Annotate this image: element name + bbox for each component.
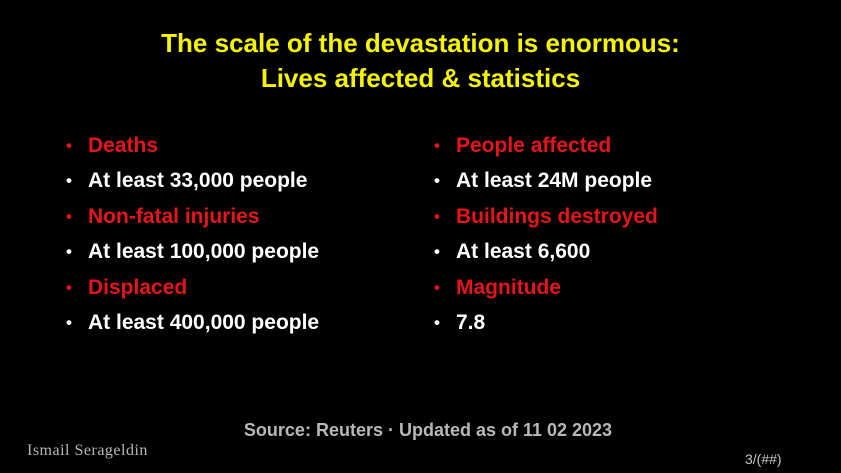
stat-label: Deaths — [66, 128, 319, 164]
stats-column: People affectedAt least 24M peopleBuildi… — [434, 128, 658, 341]
stats-column: DeathsAt least 33,000 peopleNon-fatal in… — [66, 128, 319, 341]
stat-label: Displaced — [66, 270, 319, 306]
stat-label: People affected — [434, 128, 658, 164]
source-note: Source: Reuters · Updated as of 11 02 20… — [243, 420, 613, 440]
stat-value: At least 400,000 people — [66, 305, 319, 341]
stat-value: 7.8 — [434, 305, 658, 341]
title-line: The scale of the devastation is enormous… — [161, 28, 680, 58]
stat-value: At least 100,000 people — [66, 234, 319, 270]
stat-label: Non-fatal injuries — [66, 199, 319, 235]
stat-value: At least 33,000 people — [66, 163, 319, 199]
stat-value: At least 6,600 — [434, 234, 658, 270]
page-number: 3/(##) — [745, 451, 782, 467]
title-line: Lives affected & statistics — [260, 63, 581, 93]
author: Ismail Serageldin — [27, 442, 148, 459]
slide-title: The scale of the devastation is enormous… — [0, 26, 841, 96]
stat-label: Buildings destroyed — [434, 199, 658, 235]
stat-label: Magnitude — [434, 270, 658, 306]
stat-value: At least 24M people — [434, 163, 658, 199]
